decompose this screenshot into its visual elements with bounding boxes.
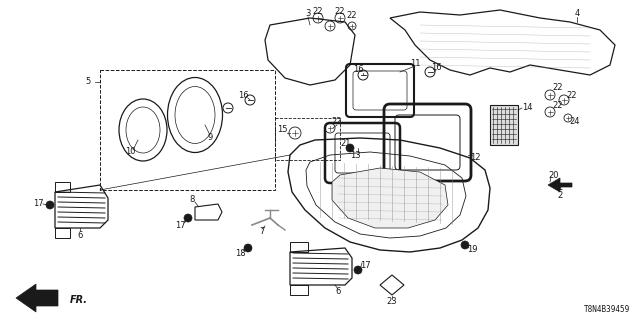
- Bar: [100, 70, 275, 190]
- Circle shape: [346, 144, 354, 152]
- Text: 23: 23: [387, 298, 397, 307]
- Text: 6: 6: [77, 230, 83, 239]
- Text: 17: 17: [360, 260, 371, 269]
- Text: 17: 17: [33, 199, 44, 209]
- Text: 19: 19: [467, 245, 477, 254]
- Circle shape: [46, 201, 54, 209]
- Text: 20: 20: [548, 171, 559, 180]
- Bar: [275, 118, 340, 160]
- Text: 1: 1: [557, 183, 563, 193]
- Text: 3: 3: [305, 10, 310, 19]
- Text: 16: 16: [431, 62, 442, 71]
- Text: 18: 18: [235, 249, 245, 258]
- Circle shape: [354, 266, 362, 274]
- Text: 7: 7: [259, 228, 265, 236]
- Text: 22: 22: [553, 101, 563, 110]
- Text: 22: 22: [347, 12, 357, 20]
- Text: 22: 22: [332, 117, 342, 126]
- Text: 9: 9: [207, 133, 212, 142]
- Circle shape: [184, 214, 192, 222]
- Text: 10: 10: [125, 148, 135, 156]
- Circle shape: [244, 244, 252, 252]
- Text: 22: 22: [553, 84, 563, 92]
- Text: 15: 15: [276, 125, 287, 134]
- Text: 6: 6: [335, 287, 340, 297]
- Text: T8N4B39459: T8N4B39459: [584, 305, 630, 314]
- Text: 11: 11: [410, 59, 420, 68]
- Text: 21: 21: [340, 139, 351, 148]
- Polygon shape: [332, 168, 448, 228]
- Text: 22: 22: [567, 91, 577, 100]
- Text: 22: 22: [313, 6, 323, 15]
- Text: FR.: FR.: [70, 295, 88, 305]
- Text: 2: 2: [557, 191, 563, 201]
- Circle shape: [461, 241, 469, 249]
- Text: 16: 16: [237, 91, 248, 100]
- FancyBboxPatch shape: [490, 105, 518, 145]
- Text: 17: 17: [175, 220, 186, 229]
- Text: 22: 22: [335, 7, 345, 17]
- Text: 4: 4: [574, 10, 580, 19]
- Text: 24: 24: [570, 117, 580, 126]
- Text: 14: 14: [522, 103, 532, 113]
- Text: 16: 16: [353, 66, 364, 75]
- Polygon shape: [16, 284, 58, 312]
- Text: 8: 8: [189, 196, 195, 204]
- Text: 5: 5: [85, 77, 91, 86]
- Text: 13: 13: [349, 150, 360, 159]
- Polygon shape: [548, 178, 572, 192]
- Text: 12: 12: [470, 153, 480, 162]
